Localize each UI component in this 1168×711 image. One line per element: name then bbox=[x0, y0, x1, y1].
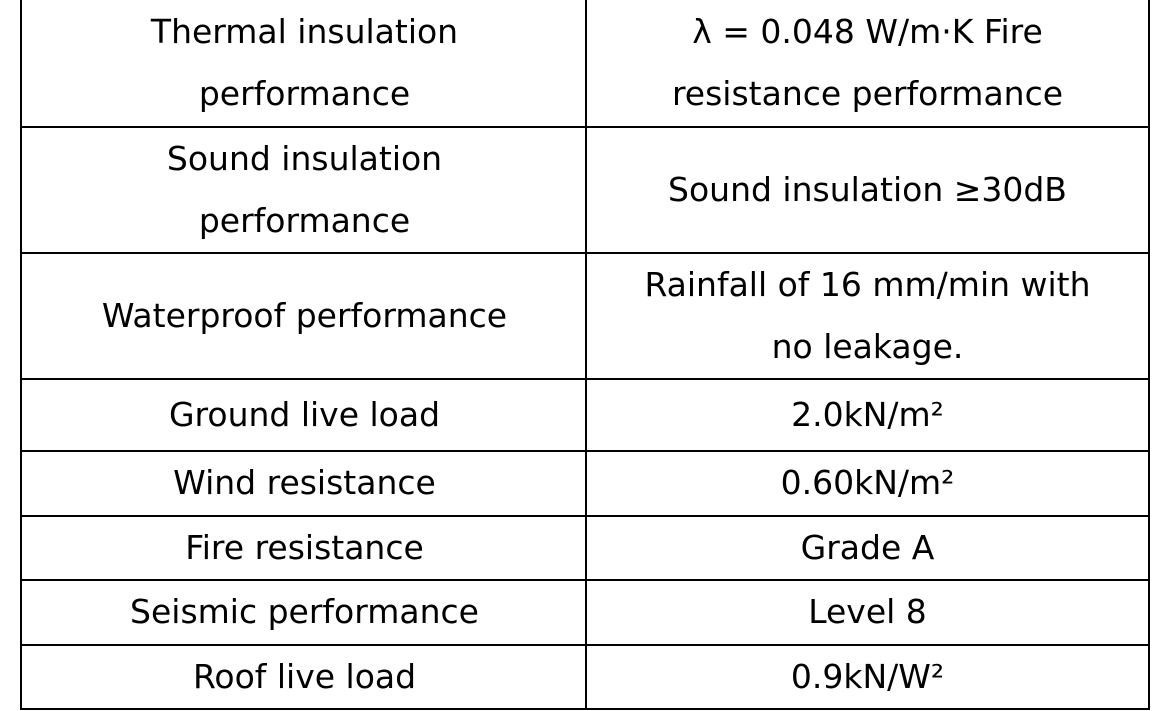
property-cell: Seismic performance bbox=[20, 580, 587, 646]
value-cell: 0.9kN/W² bbox=[585, 645, 1150, 710]
property-cell: Ground live load bbox=[20, 379, 587, 452]
value-cell: Rainfall of 16 mm/min with no leakage. bbox=[585, 253, 1150, 380]
property-cell: Thermal insulation performance bbox=[20, 0, 587, 128]
value-cell: λ = 0.048 W/m·K Fire resistance performa… bbox=[585, 0, 1150, 128]
property-cell: Waterproof performance bbox=[20, 253, 587, 380]
property-cell: Sound insulation performance bbox=[20, 127, 587, 254]
value-cell: Grade A bbox=[585, 516, 1150, 581]
spec-table: Thermal insulation performance λ = 0.048 … bbox=[20, 0, 1150, 710]
property-cell: Roof live load bbox=[20, 645, 587, 710]
property-cell: Fire resistance bbox=[20, 516, 587, 581]
value-cell: 0.60kN/m² bbox=[585, 451, 1150, 517]
value-cell: Sound insulation ≥30dB bbox=[585, 127, 1150, 254]
value-cell: 2.0kN/m² bbox=[585, 379, 1150, 452]
value-cell: Level 8 bbox=[585, 580, 1150, 646]
property-cell: Wind resistance bbox=[20, 451, 587, 517]
